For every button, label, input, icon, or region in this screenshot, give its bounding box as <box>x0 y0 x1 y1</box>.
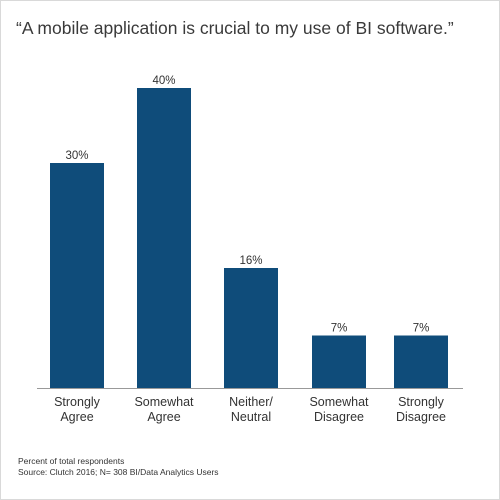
data-label-4: 7% <box>413 323 430 335</box>
category-label-0-1: Agree <box>60 410 93 424</box>
bar-0 <box>50 163 104 388</box>
category-label-3-1: Disagree <box>314 410 364 424</box>
data-label-2: 16% <box>239 255 262 267</box>
category-label-4-1: Disagree <box>396 410 446 424</box>
data-label-0: 30% <box>65 150 88 162</box>
bar-1 <box>137 88 191 388</box>
chart-title: “A mobile application is crucial to my u… <box>16 18 454 38</box>
category-label-0-0: Strongly <box>54 395 101 409</box>
data-label-3: 7% <box>331 323 348 335</box>
category-label-4-0: Strongly <box>398 395 445 409</box>
bar-4 <box>394 335 448 388</box>
category-label-1-1: Agree <box>147 410 180 424</box>
data-label-1: 40% <box>152 75 175 87</box>
category-label-3-0: Somewhat <box>309 395 369 409</box>
category-label-2-1: Neutral <box>231 410 271 424</box>
bar-2 <box>224 268 278 388</box>
category-label-2-0: Neither/ <box>229 395 273 409</box>
footnote-source: Source: Clutch 2016; N= 308 BI/Data Anal… <box>18 467 219 477</box>
category-label-1-0: Somewhat <box>134 395 194 409</box>
bar-3 <box>312 335 366 388</box>
footnote-percent: Percent of total respondents <box>18 456 125 466</box>
